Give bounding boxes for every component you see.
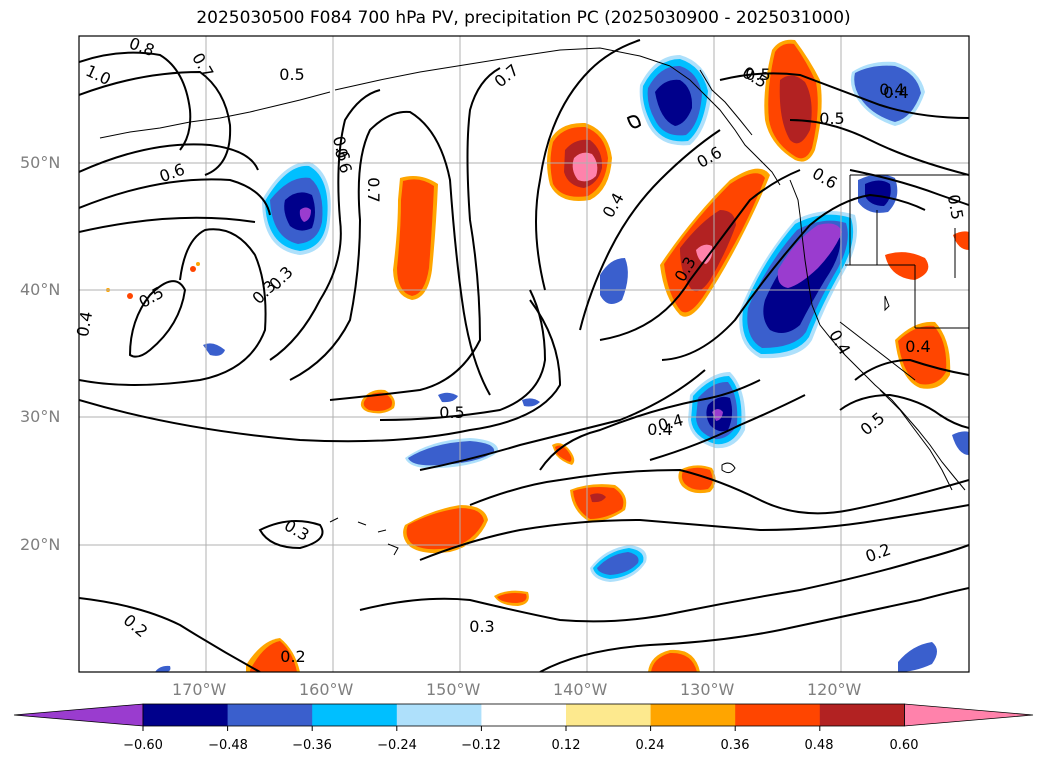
colorbar-bin bbox=[143, 704, 229, 726]
colorbar-bin bbox=[312, 704, 398, 726]
colorbar-bin bbox=[735, 704, 821, 726]
precip-negative-areas bbox=[155, 55, 969, 672]
colorbar-tick-label: −0.48 bbox=[208, 738, 248, 753]
colorbar-tick-label: −0.12 bbox=[461, 738, 501, 753]
lat-label-20n: 20°N bbox=[20, 535, 61, 554]
lon-label-140w: 140°W bbox=[553, 680, 608, 699]
lon-label-130w: 130°W bbox=[680, 680, 735, 699]
contour-label: 0.5 bbox=[857, 408, 889, 439]
contour-label: 0.2 bbox=[120, 610, 152, 641]
colorbar-extension-min bbox=[13, 703, 144, 727]
graticule bbox=[79, 36, 969, 672]
contour-label: 0.5 bbox=[745, 65, 770, 84]
contour-label: 0.4 bbox=[73, 310, 96, 338]
map-frame bbox=[78, 35, 970, 673]
pv-contours bbox=[79, 39, 969, 672]
lon-label-160w: 160°W bbox=[299, 680, 354, 699]
lon-label-150w: 150°W bbox=[426, 680, 481, 699]
colorbar-tick-label: 0.36 bbox=[720, 738, 750, 753]
contour-label: 0.7 bbox=[364, 177, 383, 202]
contour-label: 0.5 bbox=[819, 109, 844, 128]
contour-label: 0.5 bbox=[439, 403, 464, 422]
contour-label: 0.4 bbox=[879, 80, 904, 99]
colorbar-bin bbox=[566, 704, 652, 726]
colorbar-tick-label: 0.12 bbox=[551, 738, 581, 753]
colorbar-bin bbox=[396, 704, 482, 726]
map-title: 2025030500 F084 700 hPa PV, precipitatio… bbox=[196, 8, 851, 28]
contour-label: 0.5 bbox=[279, 65, 304, 84]
contour-label: 0.5 bbox=[944, 193, 967, 221]
colorbar-tick-label: −0.36 bbox=[292, 738, 332, 753]
colorbar-bin bbox=[227, 704, 313, 726]
colorbar-bin bbox=[650, 704, 736, 726]
lat-label-50n: 50°N bbox=[20, 153, 61, 172]
colorbar-tick-label: 0.24 bbox=[635, 738, 665, 753]
colorbar-bin bbox=[481, 704, 567, 726]
contour-label: 0.3 bbox=[469, 617, 494, 636]
colorbar-frame bbox=[142, 703, 905, 727]
colorbar-tick-label: 0.48 bbox=[804, 738, 834, 753]
contour-label: 0.4 bbox=[599, 189, 628, 221]
colorbar-tick-label: 0.60 bbox=[889, 738, 919, 753]
colorbar bbox=[13, 703, 1034, 731]
contour-label: 0.4 bbox=[825, 326, 854, 358]
contour-label: 0.2 bbox=[280, 647, 305, 666]
colorbar-tick-label: −0.60 bbox=[123, 738, 163, 753]
contour-label: 0.7 bbox=[188, 49, 217, 81]
lat-label-40n: 40°N bbox=[20, 280, 61, 299]
lon-label-120w: 120°W bbox=[807, 680, 862, 699]
contour-label: 0.4 bbox=[883, 83, 908, 102]
contour-label: 0.7 bbox=[491, 60, 523, 91]
contour-label: 0.4 bbox=[647, 420, 672, 439]
colorbar-extension-max bbox=[904, 703, 1034, 727]
colorbar-tick-label: −0.24 bbox=[377, 738, 417, 753]
lat-label-30n: 30°N bbox=[20, 407, 61, 426]
contour-label: 0.4 bbox=[905, 337, 930, 356]
colorbar-bin bbox=[819, 704, 905, 726]
lon-label-170w: 170°W bbox=[172, 680, 227, 699]
